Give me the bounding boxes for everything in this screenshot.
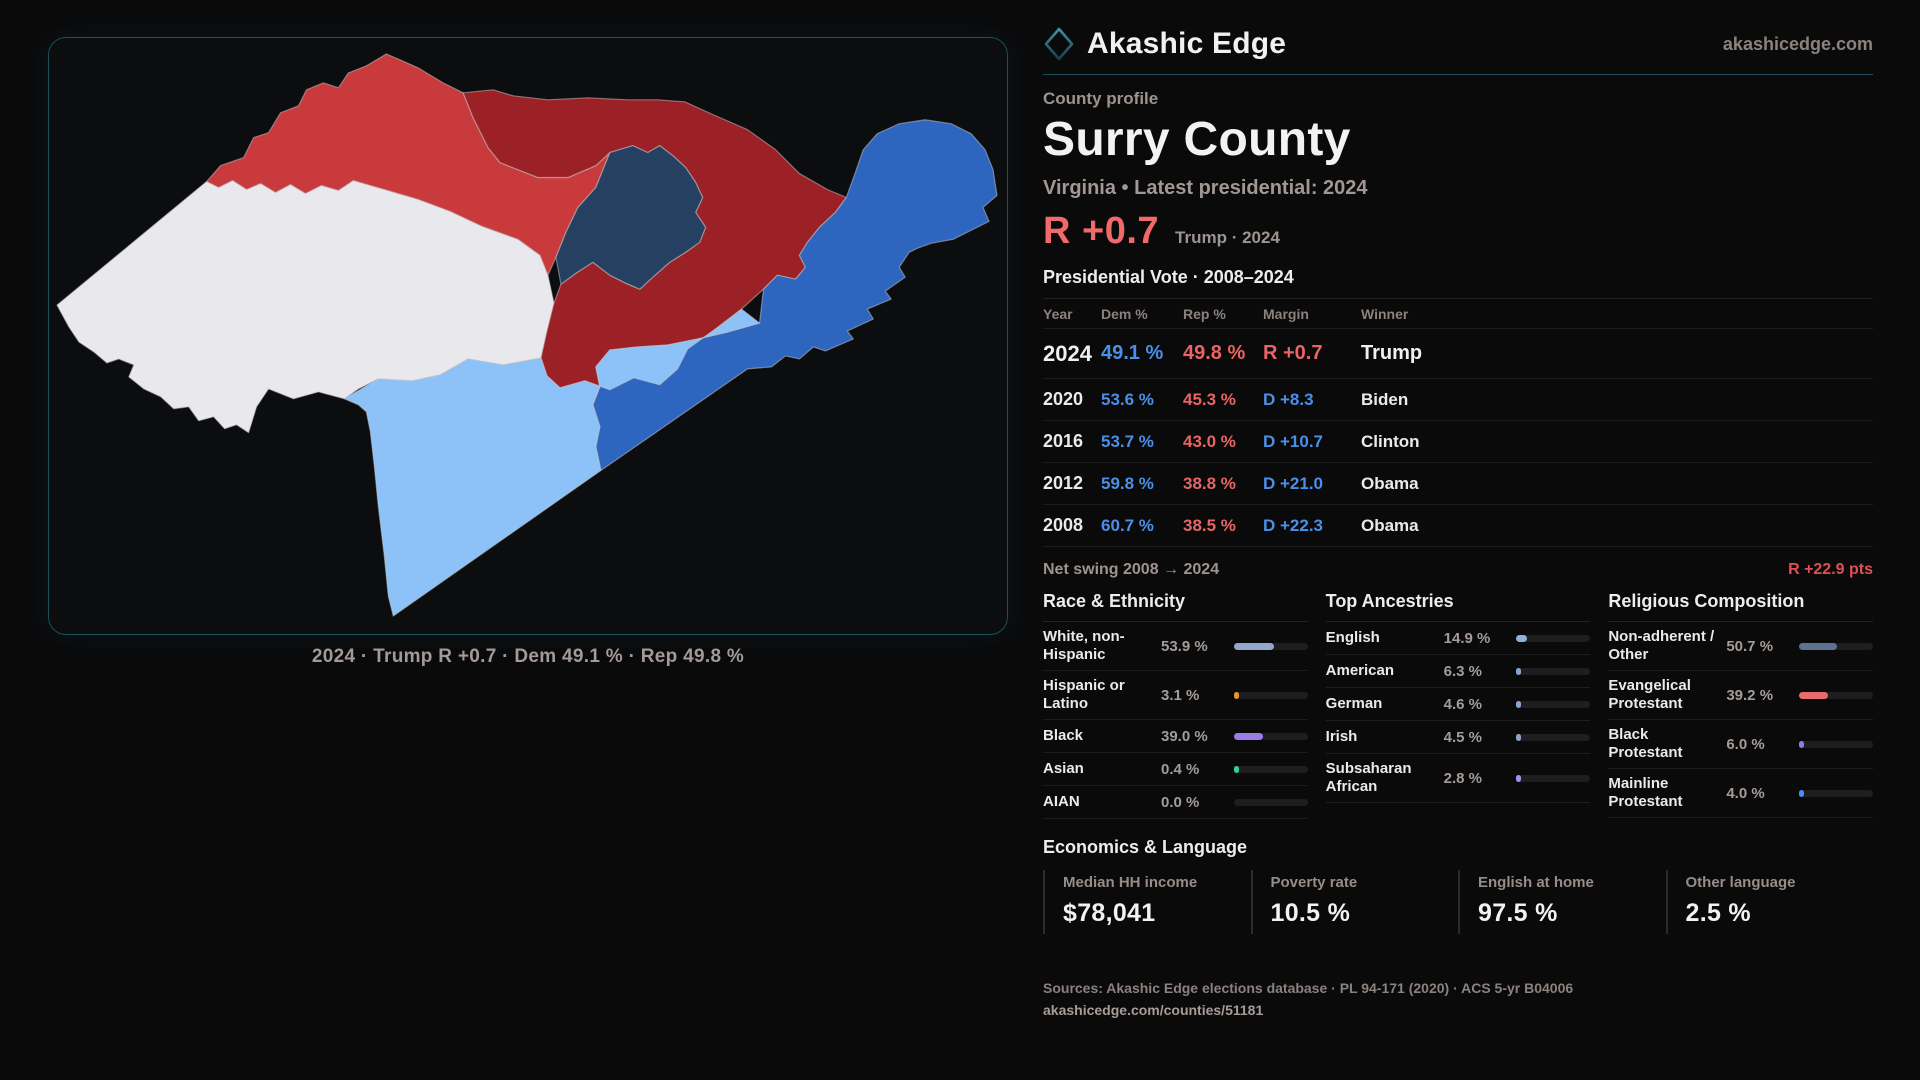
list-item[interactable]: Non-adherent / Other 50.7 % bbox=[1608, 622, 1873, 671]
margin-cell: R +0.7 bbox=[1263, 342, 1323, 364]
economics-stats: Median HH income $78,041 Poverty rate 10… bbox=[1043, 870, 1873, 934]
precinct-east-medium-blue[interactable] bbox=[592, 119, 998, 472]
page-title: Surry County bbox=[1043, 113, 1351, 166]
precinct-map bbox=[56, 53, 998, 617]
brand-domain[interactable]: akashicedge.com bbox=[1722, 33, 1873, 54]
list-item[interactable]: Evangelical Protestant 39.2 % bbox=[1608, 671, 1873, 720]
dem-cell: 60.7 % bbox=[1101, 515, 1154, 535]
table-row[interactable]: 2012 59.8 % 38.8 % D +21.0 Obama bbox=[1043, 463, 1873, 505]
page-subtitle: Virginia • Latest presidential: 2024 bbox=[1043, 177, 1368, 199]
county-profile-panel: Akashic Edge akashicedge.com County prof… bbox=[1043, 26, 1873, 1018]
list-item[interactable]: American 6.3 % bbox=[1325, 655, 1591, 688]
sources-footer: Sources: Akashic Edge elections database… bbox=[1043, 980, 1873, 1018]
headline-note: Trump · 2024 bbox=[1175, 228, 1280, 247]
economics-title: Economics & Language bbox=[1043, 837, 1248, 857]
dem-cell: 53.6 % bbox=[1101, 389, 1154, 409]
rep-cell: 49.8 % bbox=[1183, 342, 1246, 364]
religion-title: Religious Composition bbox=[1608, 591, 1873, 622]
headline-margin-row: R +0.7 Trump · 2024 bbox=[1043, 210, 1873, 253]
stat-bar bbox=[1798, 691, 1873, 699]
map-caption: 2024 · Trump R +0.7 · Dem 49.1 % · Rep 4… bbox=[311, 646, 745, 667]
rep-cell: 38.5 % bbox=[1183, 515, 1236, 535]
year-cell: 2012 bbox=[1043, 473, 1084, 493]
religion-column: Religious Composition Non-adherent / Oth… bbox=[1608, 591, 1873, 819]
net-swing-value: R +22.9 pts bbox=[1788, 561, 1873, 578]
sources-line: Sources: Akashic Edge elections database… bbox=[1043, 980, 1574, 996]
list-item[interactable]: Irish 4.5 % bbox=[1325, 721, 1591, 754]
headline-margin: R +0.7 bbox=[1043, 210, 1160, 252]
margin-cell: D +8.3 bbox=[1263, 389, 1314, 409]
divider bbox=[1043, 298, 1873, 299]
list-item[interactable]: Subsaharan African 2.8 % bbox=[1325, 754, 1591, 803]
stat-bar bbox=[1516, 733, 1591, 741]
net-swing-label: Net swing 2008 → 2024 bbox=[1043, 561, 1220, 578]
vote-table-header: Year Dem % Rep % Margin Winner bbox=[1043, 299, 1873, 329]
list-item[interactable]: Black 39.0 % bbox=[1043, 720, 1308, 753]
demographics-section: Race & Ethnicity White, non-Hispanic 53.… bbox=[1043, 591, 1873, 819]
stat-bar bbox=[1516, 667, 1591, 675]
table-row[interactable]: 2024 49.1 % 49.8 % R +0.7 Trump bbox=[1043, 329, 1873, 379]
stat-bar bbox=[1516, 774, 1591, 782]
stat-other-language: Other language 2.5 % bbox=[1665, 870, 1874, 934]
stat-bar bbox=[1798, 642, 1873, 650]
county-precinct-map-panel[interactable] bbox=[48, 37, 1008, 635]
list-item[interactable]: Black Protestant 6.0 % bbox=[1608, 720, 1873, 769]
brand-name: Akashic Edge bbox=[1087, 27, 1287, 60]
race-ethnicity-title: Race & Ethnicity bbox=[1043, 591, 1308, 622]
list-item[interactable]: White, non-Hispanic 53.9 % bbox=[1043, 622, 1308, 671]
margin-cell: D +22.3 bbox=[1263, 515, 1324, 535]
table-row[interactable]: 2020 53.6 % 45.3 % D +8.3 Biden bbox=[1043, 379, 1873, 421]
year-cell: 2024 bbox=[1043, 340, 1092, 366]
margin-cell: D +10.7 bbox=[1263, 431, 1324, 451]
vote-table-title: Presidential Vote · 2008–2024 bbox=[1043, 267, 1294, 287]
winner-cell: Obama bbox=[1361, 515, 1419, 535]
year-cell: 2020 bbox=[1043, 389, 1084, 409]
list-item[interactable]: English 14.9 % bbox=[1325, 622, 1591, 655]
dem-cell: 53.7 % bbox=[1101, 431, 1154, 451]
year-cell: 2016 bbox=[1043, 431, 1084, 451]
dem-cell: 49.1 % bbox=[1101, 342, 1164, 364]
stat-bar bbox=[1516, 700, 1591, 708]
winner-cell: Biden bbox=[1361, 389, 1409, 409]
stat-bar bbox=[1798, 740, 1873, 748]
diamond-icon bbox=[1044, 27, 1074, 61]
header: Akashic Edge akashicedge.com bbox=[1043, 26, 1873, 62]
year-cell: 2008 bbox=[1043, 515, 1084, 535]
winner-cell: Trump bbox=[1361, 342, 1423, 364]
stat-bar bbox=[1798, 789, 1873, 797]
stat-bar bbox=[1233, 691, 1308, 699]
dem-cell: 59.8 % bbox=[1101, 473, 1154, 493]
header-divider bbox=[1043, 74, 1873, 75]
stat-bar bbox=[1233, 798, 1308, 806]
stat-bar bbox=[1233, 765, 1308, 773]
stat-bar bbox=[1516, 634, 1591, 642]
stat-median-hh-income: Median HH income $78,041 bbox=[1043, 870, 1251, 934]
ancestries-title: Top Ancestries bbox=[1325, 591, 1591, 622]
list-item[interactable]: Mainline Protestant 4.0 % bbox=[1608, 769, 1873, 818]
stat-bar bbox=[1233, 732, 1308, 740]
list-item[interactable]: German 4.6 % bbox=[1325, 688, 1591, 721]
stat-poverty-rate: Poverty rate 10.5 % bbox=[1250, 870, 1459, 934]
table-row[interactable]: 2008 60.7 % 38.5 % D +22.3 Obama bbox=[1043, 505, 1873, 547]
rep-cell: 45.3 % bbox=[1183, 389, 1236, 409]
race-ethnicity-column: Race & Ethnicity White, non-Hispanic 53.… bbox=[1043, 591, 1308, 819]
winner-cell: Clinton bbox=[1361, 431, 1420, 451]
net-swing-row: Net swing 2008 → 2024 R +22.9 pts bbox=[1043, 561, 1873, 579]
stat-bar bbox=[1233, 642, 1308, 650]
precinct-south-light-blue[interactable] bbox=[343, 308, 761, 617]
list-item[interactable]: Asian 0.4 % bbox=[1043, 753, 1308, 786]
table-row[interactable]: 2016 53.7 % 43.0 % D +10.7 Clinton bbox=[1043, 421, 1873, 463]
sources-permalink[interactable]: akashicedge.com/counties/51181 bbox=[1043, 1002, 1264, 1018]
list-item[interactable]: Hispanic or Latino 3.1 % bbox=[1043, 671, 1308, 720]
kicker-county-profile: County profile bbox=[1043, 89, 1159, 108]
rep-cell: 38.8 % bbox=[1183, 473, 1236, 493]
winner-cell: Obama bbox=[1361, 473, 1419, 493]
list-item[interactable]: AIAN 0.0 % bbox=[1043, 786, 1308, 819]
rep-cell: 43.0 % bbox=[1183, 431, 1236, 451]
stat-english-at-home: English at home 97.5 % bbox=[1458, 870, 1666, 934]
precinct-center-navy[interactable] bbox=[555, 145, 707, 290]
margin-cell: D +21.0 bbox=[1263, 473, 1324, 493]
ancestries-column: Top Ancestries English 14.9 % American 6… bbox=[1325, 591, 1591, 819]
